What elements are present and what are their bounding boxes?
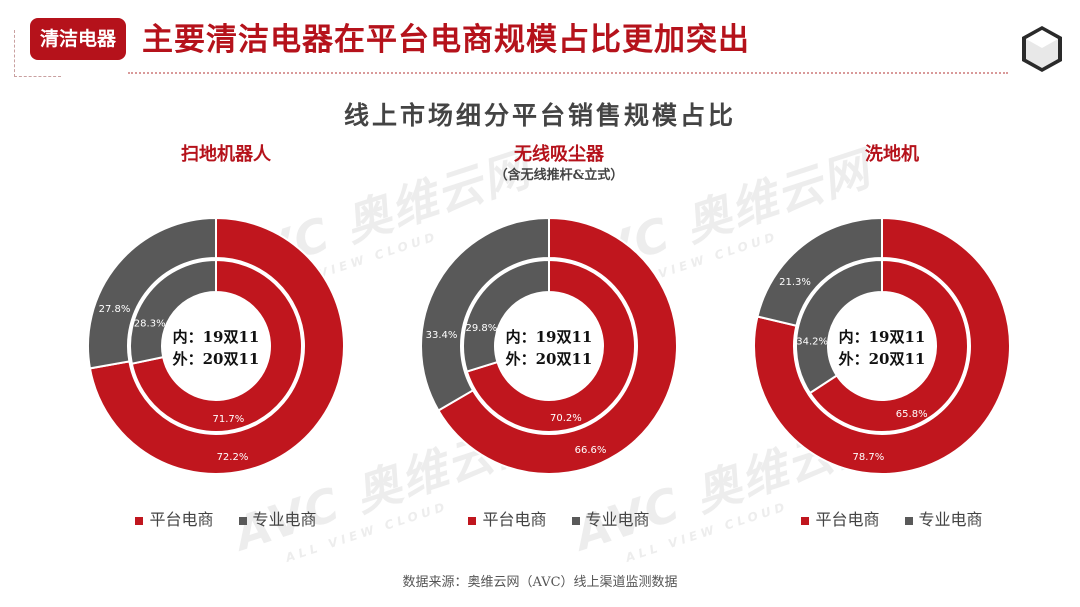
data-label-outer-professional: 33.4% bbox=[426, 330, 458, 341]
panel-title: 洗地机 bbox=[865, 144, 919, 165]
data-label-inner-professional: 29.8% bbox=[465, 323, 497, 334]
slice-outer-platform bbox=[88, 216, 345, 475]
donut-panel-cordless-vacuum: 无线吸尘器 （含无线推杆&立式） 70.2% 29.8% 66.6% 33.4% 内：1… bbox=[409, 140, 709, 540]
center-label-inner: 内：19双11 bbox=[506, 328, 593, 346]
data-label-inner-platform: 70.2% bbox=[550, 413, 582, 424]
legend-item-professional: 专业电商 bbox=[904, 506, 983, 530]
slice-outer-platform bbox=[753, 216, 1011, 475]
data-label-outer-platform: 78.7% bbox=[852, 452, 884, 463]
legend: 平台电商 专业电商 bbox=[742, 506, 1042, 530]
panel-title: 无线吸尘器 bbox=[514, 144, 604, 165]
legend-item-platform: 平台电商 bbox=[135, 506, 213, 530]
slice-outer-professional bbox=[420, 216, 550, 412]
legend-swatch-platform bbox=[468, 516, 477, 525]
section-tag: 清洁电器 bbox=[30, 18, 126, 60]
data-label-inner-platform: 65.8% bbox=[896, 409, 928, 420]
legend: 平台电商 专业电商 bbox=[76, 506, 376, 530]
legend-swatch-platform bbox=[135, 516, 144, 525]
hexagon-logo-icon bbox=[1022, 26, 1062, 72]
slice-outer-professional bbox=[87, 216, 217, 370]
center-label-inner: 内：19双11 bbox=[839, 328, 926, 346]
center-label-inner: 内：19双11 bbox=[173, 328, 260, 346]
header-divider bbox=[128, 72, 1008, 74]
data-label-inner-professional: 34.2% bbox=[796, 336, 828, 347]
slice-inner-professional bbox=[795, 258, 883, 395]
panel-title: 扫地机器人 bbox=[181, 144, 271, 165]
slice-inner-platform bbox=[465, 258, 636, 433]
data-label-inner-platform: 71.7% bbox=[213, 414, 245, 425]
data-label-outer-professional: 27.8% bbox=[99, 304, 131, 315]
corner-decoration bbox=[14, 30, 61, 77]
slice-outer-professional bbox=[756, 216, 883, 327]
slice-inner-professional bbox=[462, 258, 550, 373]
data-source-note: 数据来源：奥维云网（AVC）线上渠道监测数据 bbox=[402, 575, 678, 590]
chart-title: 线上市场细分平台销售规模占比 bbox=[343, 101, 736, 130]
panel-subtitle: （含无线推杆&立式） bbox=[494, 168, 624, 183]
donut-chart: 70.2% 29.8% 66.6% 33.4% 内：19双11 外：20双11 bbox=[420, 216, 678, 475]
slice-inner-platform bbox=[130, 258, 303, 433]
legend-swatch-professional bbox=[904, 516, 913, 525]
data-label-outer-professional: 21.3% bbox=[779, 277, 811, 288]
slide-title: 主要清洁电器在平台电商规模占比更加突出 bbox=[142, 22, 750, 58]
legend-item-professional: 专业电商 bbox=[571, 506, 650, 530]
slice-inner-platform bbox=[808, 258, 969, 433]
center-label-outer: 外：20双11 bbox=[838, 350, 926, 368]
legend-swatch-platform bbox=[801, 516, 810, 525]
center-label-outer: 外：20双11 bbox=[172, 350, 260, 368]
legend: 平台电商 专业电商 bbox=[409, 506, 709, 530]
donut-chart: 71.7% 28.3% 72.2% 27.8% 内：19双11 外：20双11 bbox=[87, 216, 345, 475]
slice-inner-professional bbox=[129, 258, 217, 365]
data-label-inner-professional: 28.3% bbox=[134, 319, 166, 330]
center-label-outer: 外：20双11 bbox=[505, 350, 593, 368]
data-label-outer-platform: 72.2% bbox=[217, 452, 249, 463]
donut-panel-floor-scrubber: 洗地机 65.8% 34.2% 78.7% 21.3% 内：19双11 外：20双11 平… bbox=[742, 140, 1042, 540]
legend-swatch-professional bbox=[238, 516, 247, 525]
legend-swatch-professional bbox=[571, 516, 580, 525]
donut-panel-robot-vacuum: 扫地机器人 71.7% 28.3% 72.2% 27.8% 内：19双11 外：20双11… bbox=[76, 140, 376, 540]
data-label-outer-platform: 66.6% bbox=[575, 445, 607, 456]
slice-outer-platform bbox=[437, 216, 678, 475]
slide-header: 清洁电器 主要清洁电器在平台电商规模占比更加突出 bbox=[0, 0, 1080, 80]
legend-item-platform: 平台电商 bbox=[468, 506, 546, 530]
legend-item-platform: 平台电商 bbox=[801, 506, 879, 530]
legend-item-professional: 专业电商 bbox=[238, 506, 317, 530]
donut-chart: 65.8% 34.2% 78.7% 21.3% 内：19双11 外：20双11 bbox=[753, 216, 1011, 475]
